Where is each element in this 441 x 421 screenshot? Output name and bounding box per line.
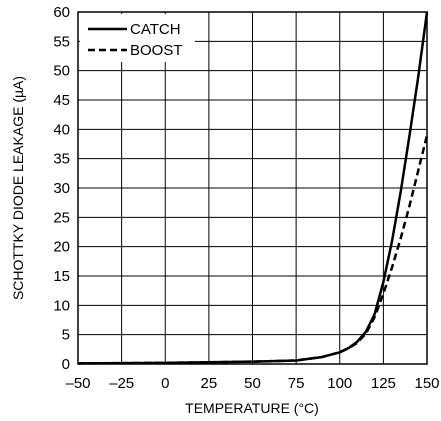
y-tick-label: 45 (53, 92, 70, 109)
x-tick-label: –50 (65, 375, 90, 392)
y-tick-label: 40 (53, 121, 70, 138)
y-tick-label: 55 (53, 33, 70, 50)
y-tick-label: 5 (62, 327, 70, 344)
y-tick-label: 60 (53, 4, 70, 21)
y-tick-label: 20 (53, 239, 70, 256)
legend-label-boost: BOOST (130, 42, 183, 59)
x-tick-label: –25 (109, 375, 134, 392)
x-tick-labels: –50 –25 0 25 50 75 100 125 150 (65, 375, 439, 392)
y-tick-label: 10 (53, 297, 70, 314)
y-tick-label: 35 (53, 151, 70, 168)
y-tick-label: 0 (62, 356, 70, 373)
x-tick-label: 100 (327, 375, 352, 392)
x-axis-title: TEMPERATURE (°C) (185, 400, 319, 416)
x-tick-label: 50 (244, 375, 261, 392)
x-tick-label: 0 (161, 375, 169, 392)
legend: CATCH BOOST (80, 14, 195, 62)
y-tick-labels: 0 5 10 15 20 25 30 35 40 45 50 55 60 (53, 4, 70, 373)
x-tick-label: 150 (414, 375, 439, 392)
y-tick-label: 30 (53, 180, 70, 197)
legend-label-catch: CATCH (130, 21, 181, 38)
y-tick-label: 50 (53, 63, 70, 80)
y-tick-label: 15 (53, 268, 70, 285)
x-tick-label: 125 (371, 375, 396, 392)
x-tick-label: 75 (288, 375, 305, 392)
y-axis-title: SCHOTTKY DIODE LEAKAGE (µA) (10, 76, 26, 300)
y-tick-label: 25 (53, 209, 70, 226)
x-tick-label: 25 (201, 375, 218, 392)
